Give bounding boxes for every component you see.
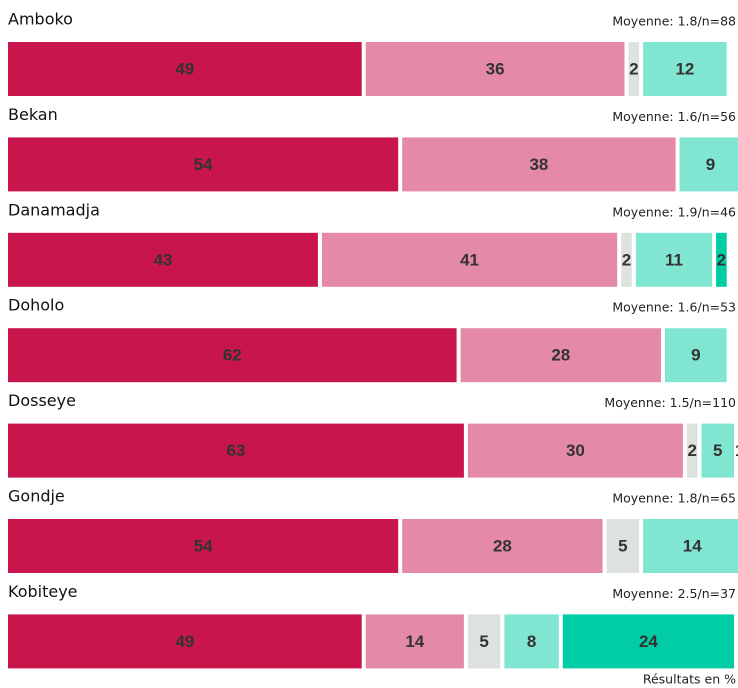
bar-value: 14 <box>405 632 424 651</box>
row-label: Danamadja <box>8 200 100 219</box>
bar-segment <box>8 614 362 669</box>
bar-value: 24 <box>639 632 658 651</box>
row-annotation: Moyenne: 1.8/n=88 <box>612 14 736 29</box>
bar-value: 14 <box>683 536 702 555</box>
bar-value: 9 <box>691 346 700 365</box>
bar-segment <box>562 614 734 669</box>
row-label: Doholo <box>8 296 64 315</box>
bar-segment <box>467 614 501 669</box>
bar-segment <box>679 137 738 192</box>
bar-segment <box>8 232 318 287</box>
bar-segment <box>8 519 399 573</box>
row-label: Dosseye <box>8 391 76 410</box>
bar-value: 5 <box>713 441 722 460</box>
row-annotation: Moyenne: 2.5/n=37 <box>612 586 736 601</box>
bar-segment <box>8 42 362 96</box>
bar-segment <box>701 423 734 478</box>
bar-segment <box>8 423 464 478</box>
bar-value: 2 <box>629 59 638 78</box>
bar-value: 9 <box>706 155 715 174</box>
row-annotation: Moyenne: 1.6/n=56 <box>612 109 736 124</box>
bar-value: 2 <box>687 441 696 460</box>
row-annotation: Moyenne: 1.9/n=46 <box>612 204 736 219</box>
row-annotation: Moyenne: 1.8/n=65 <box>612 491 736 506</box>
bar-segment <box>467 423 683 478</box>
bar-segment <box>8 137 399 192</box>
bar-value: 11 <box>665 250 683 269</box>
bar-value: 2 <box>717 250 726 269</box>
bar-value: 2 <box>622 250 631 269</box>
row-label: Bekan <box>8 105 58 124</box>
bar-segment <box>643 42 727 96</box>
bar-value: 54 <box>194 155 213 174</box>
bar-value: 5 <box>479 632 488 651</box>
bar-segment <box>8 328 457 383</box>
row-label: Kobiteye <box>8 582 78 601</box>
bar-segment <box>628 42 640 96</box>
bar-value: 8 <box>527 632 536 651</box>
bar-value: 5 <box>618 536 627 555</box>
bar-value: 49 <box>175 632 194 651</box>
row-annotation: Moyenne: 1.5/n=110 <box>604 395 736 410</box>
bar-segment <box>686 423 698 478</box>
row-label: Gondje <box>8 487 65 506</box>
bar-value: 38 <box>529 155 548 174</box>
bar-value: 63 <box>226 441 245 460</box>
bar-value: 43 <box>153 250 172 269</box>
bar-value: 1 <box>735 441 738 460</box>
bar-segment <box>460 328 661 383</box>
bar-value: 36 <box>486 59 505 78</box>
row-annotation: Moyenne: 1.6/n=53 <box>612 300 736 315</box>
bar-segment <box>504 614 559 669</box>
bar-segment <box>365 42 625 96</box>
footnote: Résultats en % <box>643 672 736 687</box>
bar-value: 41 <box>460 250 479 269</box>
bar-segment <box>621 232 632 287</box>
bar-segment <box>321 232 618 287</box>
bar-segment <box>665 328 727 383</box>
bar-value: 54 <box>194 536 213 555</box>
bar-value: 28 <box>493 536 512 555</box>
bar-value: 49 <box>175 59 194 78</box>
row-label: Amboko <box>8 10 73 29</box>
bar-value: 12 <box>675 59 694 78</box>
bar-segment <box>402 137 676 192</box>
bar-value: 62 <box>223 346 242 365</box>
bar-segment <box>643 519 738 573</box>
bar-segment <box>635 232 713 287</box>
bar-value: 28 <box>551 346 570 365</box>
bar-segment <box>606 519 640 573</box>
bar-segment <box>402 519 603 573</box>
bar-segment <box>365 614 464 669</box>
bar-segment <box>716 232 727 287</box>
bar-value: 30 <box>566 441 585 460</box>
